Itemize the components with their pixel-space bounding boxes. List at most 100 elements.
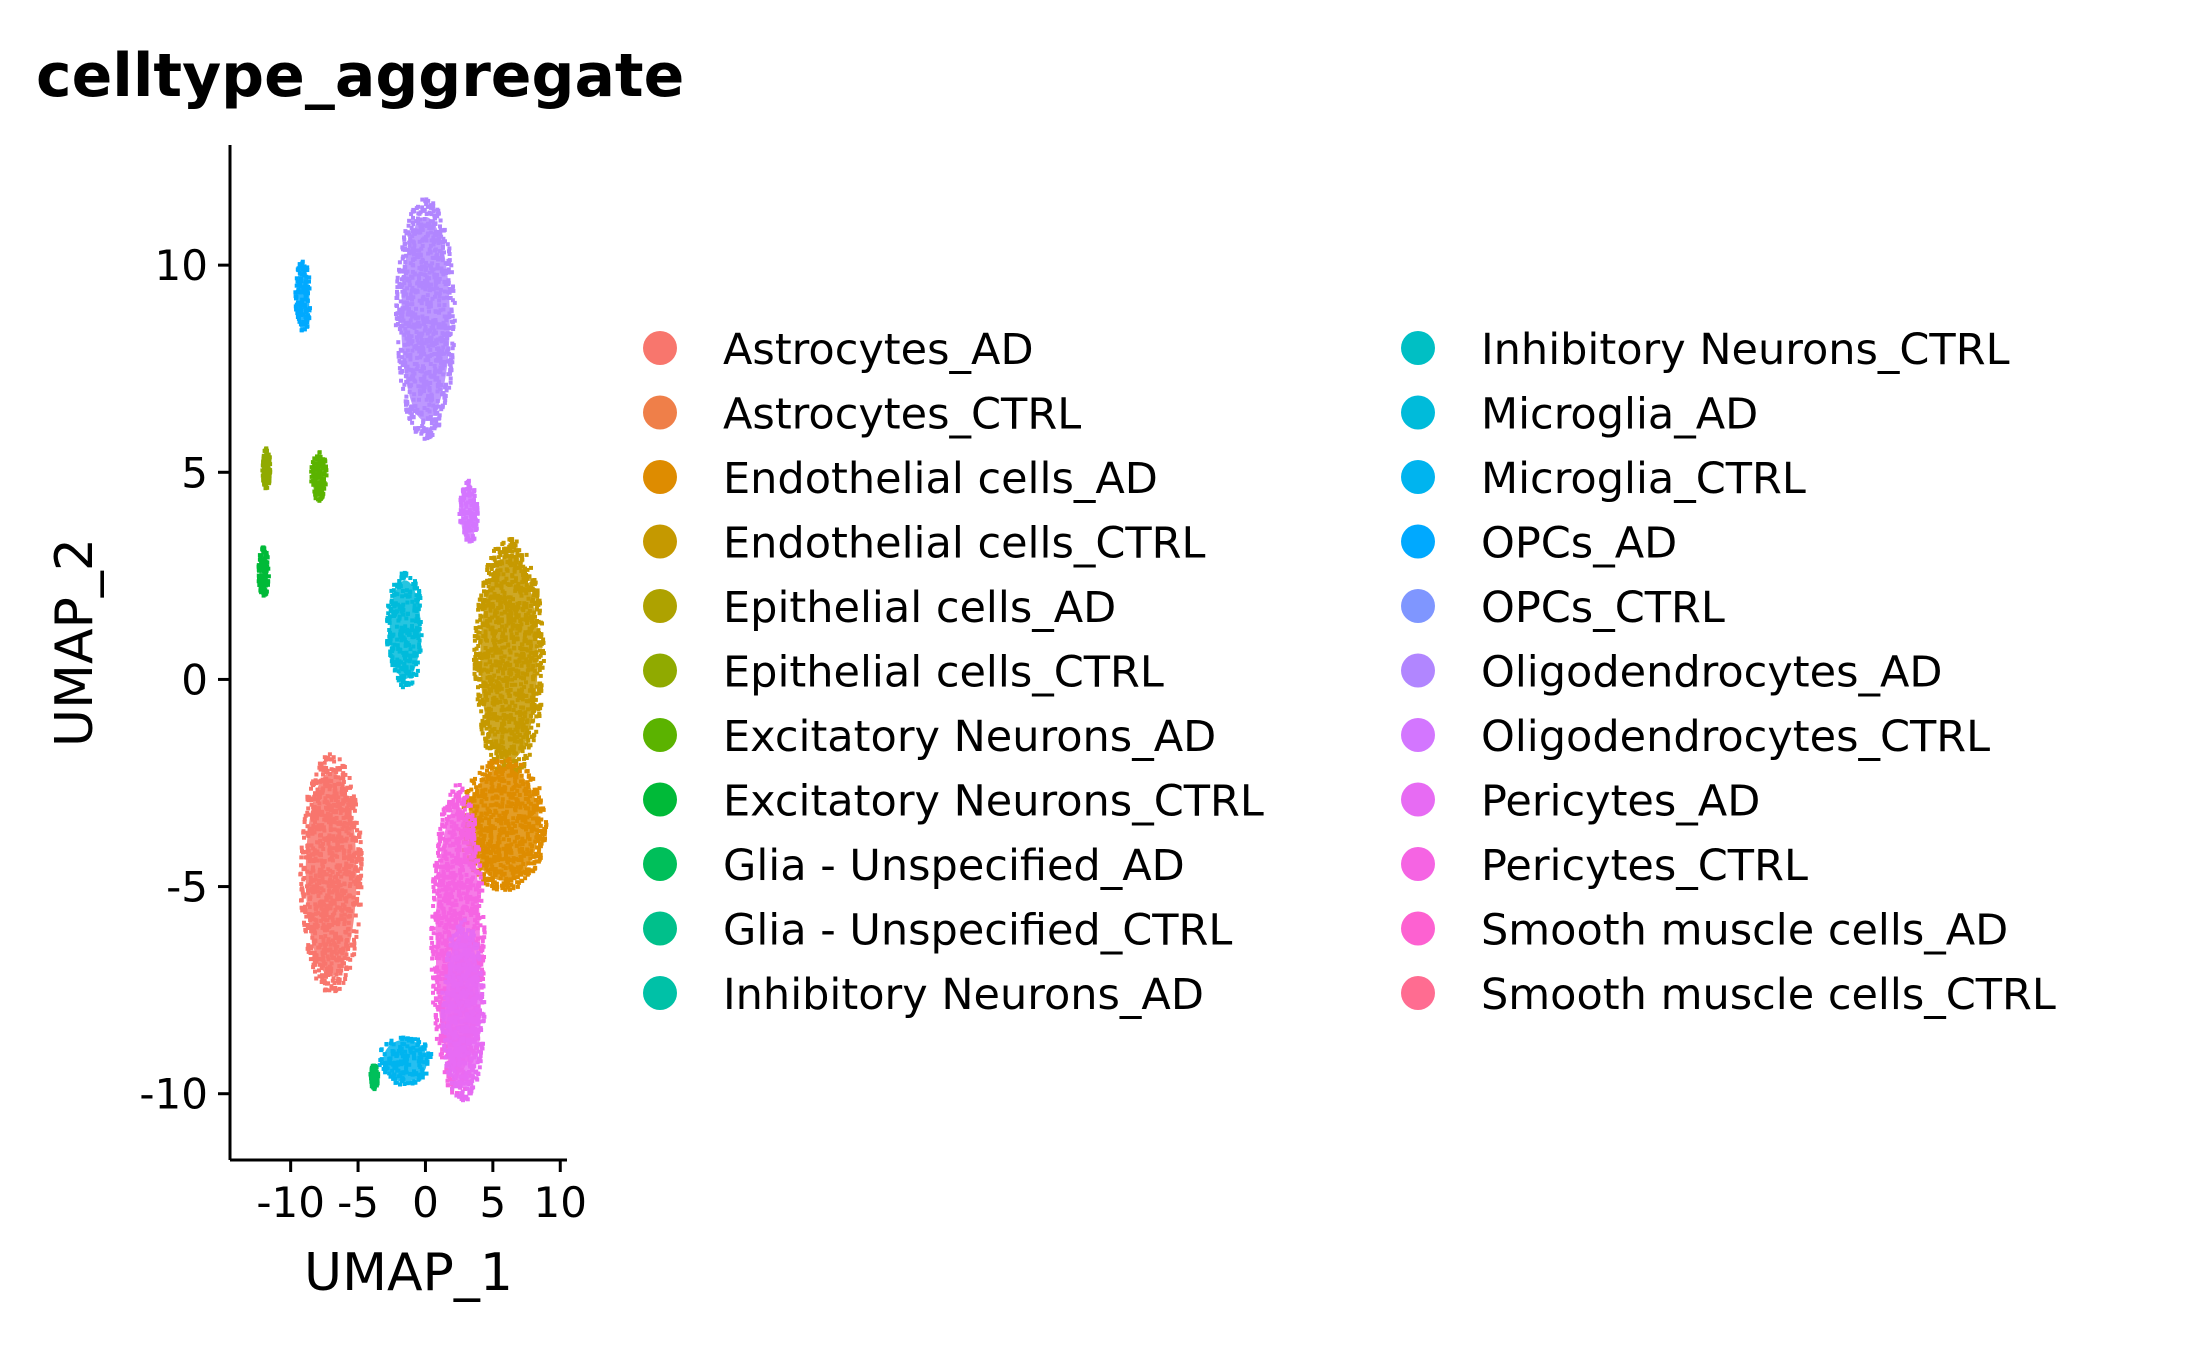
point xyxy=(441,245,445,250)
point xyxy=(474,652,478,656)
point xyxy=(538,648,542,653)
point xyxy=(350,801,355,806)
point xyxy=(504,881,509,886)
point xyxy=(354,802,358,807)
point xyxy=(498,553,503,558)
point xyxy=(535,606,539,611)
point xyxy=(431,984,436,989)
point xyxy=(519,878,524,883)
point xyxy=(442,811,447,816)
point xyxy=(302,835,306,840)
point xyxy=(351,794,356,799)
point xyxy=(394,296,399,300)
point xyxy=(402,235,406,240)
point xyxy=(430,417,434,422)
point xyxy=(354,820,359,825)
point xyxy=(306,949,311,954)
point xyxy=(444,974,449,979)
point xyxy=(328,757,333,762)
point xyxy=(446,282,451,286)
point xyxy=(472,822,477,827)
point xyxy=(525,734,530,739)
point xyxy=(481,977,485,981)
point xyxy=(394,316,399,321)
point xyxy=(508,554,513,559)
point xyxy=(436,872,441,876)
point xyxy=(434,1027,439,1032)
point xyxy=(514,763,519,768)
point xyxy=(525,780,530,785)
point xyxy=(463,795,468,800)
point xyxy=(485,568,490,572)
point xyxy=(404,407,409,412)
point xyxy=(441,236,446,241)
point xyxy=(494,881,499,886)
point xyxy=(359,856,363,861)
point xyxy=(445,1078,450,1083)
point xyxy=(532,732,537,737)
point xyxy=(524,552,529,557)
point xyxy=(354,934,359,939)
point xyxy=(538,836,543,841)
point xyxy=(478,871,483,876)
point xyxy=(409,415,414,420)
point xyxy=(422,436,427,441)
point xyxy=(475,518,480,523)
point xyxy=(490,563,495,568)
point xyxy=(479,778,484,782)
point xyxy=(505,546,510,551)
point xyxy=(475,697,480,702)
point xyxy=(509,537,513,542)
point xyxy=(526,867,531,872)
point xyxy=(477,904,482,908)
point xyxy=(448,1077,453,1082)
point xyxy=(536,602,541,607)
point xyxy=(435,874,440,879)
point xyxy=(306,806,311,811)
point xyxy=(302,920,306,925)
point xyxy=(311,965,316,970)
point xyxy=(487,760,492,765)
point xyxy=(436,853,441,858)
point xyxy=(458,495,463,500)
point xyxy=(480,772,485,777)
point xyxy=(533,580,538,585)
point xyxy=(539,634,544,639)
point xyxy=(474,858,479,863)
point xyxy=(448,371,452,376)
point xyxy=(540,621,544,626)
point xyxy=(534,714,539,719)
point xyxy=(514,767,519,772)
point xyxy=(446,267,451,272)
point xyxy=(503,887,508,892)
point xyxy=(303,855,308,860)
point xyxy=(413,429,418,434)
point xyxy=(341,980,346,985)
point xyxy=(489,742,494,747)
point xyxy=(314,772,319,777)
point xyxy=(411,415,416,420)
point xyxy=(343,772,348,777)
point xyxy=(521,564,526,569)
point xyxy=(475,509,480,514)
point xyxy=(357,876,362,881)
point xyxy=(481,915,486,919)
point xyxy=(536,640,541,645)
point xyxy=(535,671,540,676)
point xyxy=(476,607,481,612)
point xyxy=(447,799,452,804)
point xyxy=(529,582,534,586)
point xyxy=(531,593,536,598)
point xyxy=(434,998,439,1003)
point xyxy=(537,713,542,718)
point xyxy=(501,884,505,889)
point xyxy=(431,209,436,214)
point xyxy=(531,597,535,602)
point xyxy=(359,873,364,878)
point xyxy=(489,739,494,744)
point xyxy=(520,749,525,754)
point xyxy=(520,557,525,562)
chart-title: celltype_aggregate xyxy=(36,41,684,111)
point xyxy=(448,808,453,813)
point xyxy=(530,587,535,592)
